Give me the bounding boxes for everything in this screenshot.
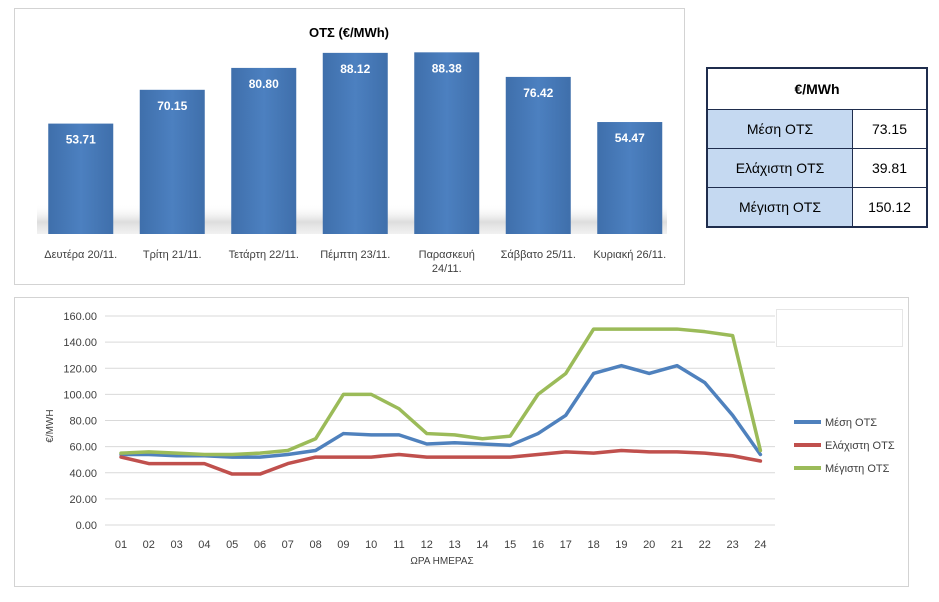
stats-value-min: 39.81: [852, 148, 928, 188]
bar-value-label: 70.15: [157, 99, 187, 113]
bar-category-label: Σάββατο 25/11.: [501, 249, 576, 261]
x-tick-label: 02: [143, 539, 155, 551]
x-tick-label: 06: [254, 539, 266, 551]
x-axis-title: ΩΡΑ ΗΜΕΡΑΣ: [410, 556, 473, 567]
x-tick-label: 21: [671, 539, 683, 551]
x-tick-label: 13: [448, 539, 460, 551]
series-line-3: [119, 327, 763, 457]
stats-row-max: Μέγιστη ΟΤΣ 150.12: [706, 187, 928, 228]
legend-label: Ελάχιστη ΟΤΣ: [825, 440, 895, 452]
stats-row-avg: Μέση ΟΤΣ 73.15: [706, 109, 928, 149]
x-tick-label: 14: [476, 539, 488, 551]
x-tick-label: 15: [504, 539, 516, 551]
legend-placeholder-box: [776, 309, 903, 347]
stats-header: €/MWh: [706, 67, 928, 110]
y-tick-label: 20.00: [69, 494, 97, 506]
bar-value-label: 80.80: [249, 77, 279, 91]
bar-6: [505, 76, 571, 234]
bar-value-label: 88.38: [432, 61, 462, 75]
stats-label-min: Ελάχιστη ΟΤΣ: [706, 148, 853, 188]
x-tick-label: 19: [615, 539, 627, 551]
x-tick-label: 04: [198, 539, 210, 551]
bar-value-label: 76.42: [523, 86, 553, 100]
x-tick-label: 11: [393, 539, 404, 551]
x-tick-label: 09: [337, 539, 349, 551]
bar-7: [597, 122, 663, 234]
y-axis-title: €/MWH: [45, 409, 56, 442]
stats-value-max: 150.12: [852, 187, 928, 228]
bar-value-label: 53.71: [66, 133, 96, 147]
x-tick-label: 20: [643, 539, 655, 551]
stats-value-avg: 73.15: [852, 109, 928, 149]
legend-label: Μέση ΟΤΣ: [825, 417, 877, 429]
bar-category-label: Κυριακή 26/11.: [593, 249, 666, 261]
y-tick-label: 100.00: [63, 389, 97, 401]
bar-value-label: 88.12: [340, 62, 370, 76]
bar-5: [414, 52, 480, 234]
bar-3: [231, 67, 297, 235]
x-tick-label: 23: [726, 539, 738, 551]
bar-4: [322, 52, 388, 235]
x-tick-label: 24: [754, 539, 766, 551]
bar-2: [139, 89, 205, 234]
x-tick-label: 22: [699, 539, 711, 551]
x-tick-label: 18: [587, 539, 599, 551]
y-tick-label: 0.00: [76, 520, 97, 532]
bar-category-label: Τρίτη 21/11.: [143, 249, 202, 261]
y-tick-label: 140.00: [63, 337, 97, 349]
bar-1: [48, 123, 114, 234]
x-tick-label: 03: [170, 539, 182, 551]
x-tick-label: 08: [309, 539, 321, 551]
stats-header-row: €/MWh: [706, 67, 928, 110]
y-tick-label: 60.00: [69, 442, 97, 454]
stats-label-avg: Μέση ΟΤΣ: [706, 109, 853, 149]
y-tick-label: 40.00: [69, 468, 97, 480]
x-tick-label: 12: [421, 539, 433, 551]
x-tick-label: 16: [532, 539, 544, 551]
y-tick-label: 120.00: [63, 363, 97, 375]
bar-category-label: Παρασκευή 24/11.: [419, 249, 475, 275]
weekly-bar-chart-panel: 53.71 Δευτέρα 20/11. 70.15 Τρίτη 21/11. 80.8…: [14, 8, 685, 285]
hourly-line-chart-panel: 0.00 20.00 40.00 60.00 80.00 100.00 120.00 140.…: [14, 297, 909, 587]
x-tick-label: 05: [226, 539, 238, 551]
x-tick-label: 10: [365, 539, 377, 551]
bar-chart-svg: 53.71 Δευτέρα 20/11. 70.15 Τρίτη 21/11. 80.8…: [37, 52, 667, 275]
series-line-1: [119, 363, 763, 459]
x-tick-label: 07: [282, 539, 294, 551]
series-line-2: [119, 448, 763, 476]
bar-value-label: 54.47: [615, 131, 645, 145]
bar-category-label: Δευτέρα 20/11.: [44, 249, 117, 261]
stats-row-min: Ελάχιστη ΟΤΣ 39.81: [706, 148, 928, 188]
stats-table: €/MWh Μέση ΟΤΣ 73.15 Ελάχιστη ΟΤΣ 39.81 …: [706, 67, 928, 228]
x-tick-label: 17: [560, 539, 572, 551]
y-tick-label: 160.00: [63, 311, 97, 323]
bar-chart-title: ΟΤΣ (€/MWh): [299, 21, 399, 45]
x-tick-label: 01: [115, 539, 127, 551]
legend-label: Μέγιστη ΟΤΣ: [825, 463, 890, 475]
y-tick-label: 80.00: [69, 416, 97, 428]
line-chart-svg: 0.00 20.00 40.00 60.00 80.00 100.00 120.00 140.…: [45, 311, 895, 567]
bar-category-label: Πέμπτη 23/11.: [320, 249, 390, 261]
stats-label-max: Μέγιστη ΟΤΣ: [706, 187, 853, 228]
bar-category-label: Τετάρτη 22/11.: [229, 249, 299, 261]
